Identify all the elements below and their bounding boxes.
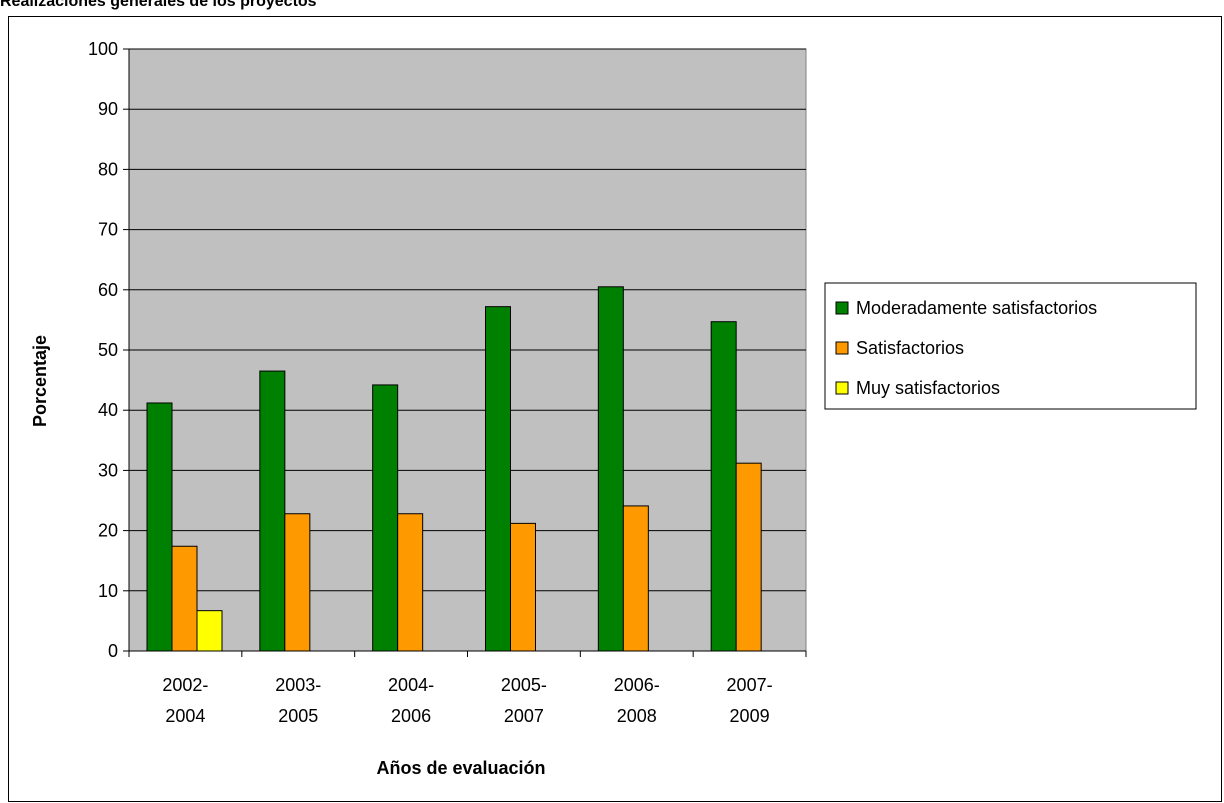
x-tick-label: 2004 [165, 706, 205, 726]
legend-box [824, 282, 1197, 410]
legend: Moderadamente satisfactorios Satisfactori… [824, 282, 1197, 410]
bar [372, 384, 399, 652]
y-tick-label: 50 [98, 340, 118, 360]
bar [171, 545, 198, 652]
bar [510, 522, 536, 652]
gridlines [129, 48, 806, 592]
x-tick-label: 2002- [162, 675, 208, 695]
legend-label: Muy satisfactorios [856, 378, 1000, 398]
y-tick-label: 10 [98, 581, 118, 601]
x-axis-title: Años de evaluación [376, 758, 545, 778]
bar [259, 370, 286, 652]
x-tick-label: 2007 [504, 706, 544, 726]
legend-swatch [835, 341, 849, 355]
y-tick-label: 60 [98, 280, 118, 300]
legend-swatch [835, 301, 849, 315]
y-tick-label: 70 [98, 220, 118, 240]
bar [710, 321, 737, 652]
bar-chart: 0 10 20 30 40 50 60 70 80 90 100 2002- 2004 2003- 2005… [30, 39, 1197, 778]
x-tick-label: 2005- [501, 675, 547, 695]
axes: 0 10 20 30 40 50 60 70 80 90 100 2002- 2004 2003- 2005… [88, 39, 807, 726]
bar [597, 286, 624, 652]
x-tick-label: 2005 [278, 706, 318, 726]
y-tick-label: 80 [98, 159, 118, 179]
y-tick-label: 20 [98, 521, 118, 541]
y-tick-label: 40 [98, 400, 118, 420]
x-tick-label: 2004- [388, 675, 434, 695]
x-tick-label: 2009 [730, 706, 770, 726]
bar [146, 402, 173, 652]
legend-label: Satisfactorios [856, 338, 964, 358]
x-tick-label: 2006- [614, 675, 660, 695]
bar [397, 513, 424, 652]
legend-swatch [835, 381, 849, 395]
x-tick-label: 2007- [727, 675, 773, 695]
chart-frame: 0 10 20 30 40 50 60 70 80 90 100 2002- 2004 2003- 2005… [8, 16, 1222, 802]
y-tick-label: 0 [108, 641, 118, 661]
y-axis-title: Porcentaje [30, 335, 50, 427]
bar [485, 306, 511, 652]
page-title: Realizaciones generales de los proyectos [0, 0, 317, 10]
x-tick-label: 2008 [617, 706, 657, 726]
bar [284, 513, 311, 652]
x-tick-label: 2003- [275, 675, 321, 695]
bar [196, 610, 223, 652]
x-tick-label: 2006 [391, 706, 431, 726]
y-tick-label: 100 [88, 39, 118, 59]
bar [622, 505, 649, 652]
bar [735, 462, 762, 652]
y-tick-label: 30 [98, 460, 118, 480]
y-tick-label: 90 [98, 99, 118, 119]
legend-label: Moderadamente satisfactorios [856, 298, 1097, 318]
